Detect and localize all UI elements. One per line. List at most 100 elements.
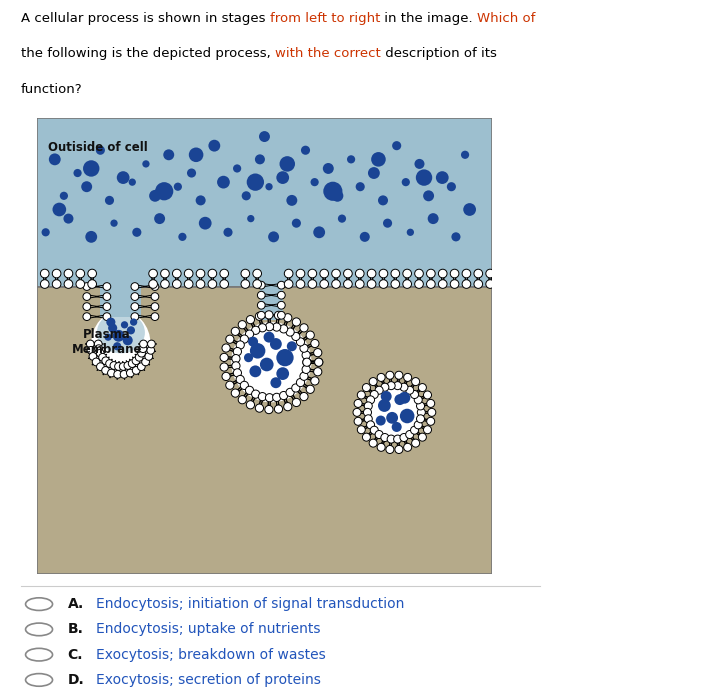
Circle shape [88,269,97,278]
Circle shape [306,385,315,393]
Ellipse shape [26,649,53,661]
Circle shape [369,378,377,386]
Circle shape [292,219,301,228]
Circle shape [178,232,187,241]
Circle shape [395,371,403,379]
Circle shape [377,443,385,451]
Ellipse shape [91,310,151,377]
Circle shape [248,337,258,347]
Circle shape [253,280,261,288]
Circle shape [387,381,395,390]
Circle shape [273,323,280,331]
Circle shape [240,381,248,390]
Circle shape [220,280,229,288]
Circle shape [138,349,146,357]
Circle shape [356,182,365,191]
Circle shape [96,145,105,155]
Circle shape [278,301,285,309]
Circle shape [417,415,425,422]
Circle shape [366,396,375,404]
Circle shape [354,418,362,425]
FancyBboxPatch shape [36,118,493,287]
Circle shape [410,390,419,399]
Circle shape [231,322,312,402]
Circle shape [129,360,136,367]
Circle shape [140,340,148,348]
Circle shape [452,232,461,242]
Circle shape [398,392,410,404]
Circle shape [258,292,265,299]
Circle shape [208,280,217,288]
Circle shape [232,362,240,370]
Text: Exocytosis; breakdown of wastes: Exocytosis; breakdown of wastes [96,648,326,662]
Circle shape [151,303,159,310]
Circle shape [276,171,289,184]
Circle shape [92,358,100,366]
Circle shape [95,345,103,353]
Circle shape [296,338,305,346]
Circle shape [400,383,408,391]
Circle shape [344,280,352,288]
Circle shape [139,345,147,353]
Circle shape [369,439,377,447]
Circle shape [149,269,158,278]
Text: D.: D. [67,673,84,687]
Circle shape [155,182,173,200]
Circle shape [220,363,228,371]
Text: A cellular process is shown in stages: A cellular process is shown in stages [21,12,270,25]
Circle shape [392,422,402,432]
Circle shape [259,131,270,142]
Ellipse shape [26,598,53,610]
Circle shape [246,330,253,338]
Circle shape [486,280,494,288]
Circle shape [300,324,308,332]
Circle shape [185,280,193,288]
Circle shape [217,176,230,189]
Circle shape [387,435,395,443]
Ellipse shape [97,312,145,354]
Circle shape [474,269,483,278]
Text: Outiside of cell: Outiside of cell [48,141,148,154]
Circle shape [302,358,311,366]
Text: the following is the depicted process,: the following is the depicted process, [21,47,275,61]
Circle shape [246,315,255,324]
Circle shape [414,421,422,429]
Circle shape [423,391,432,399]
Circle shape [486,269,494,278]
Circle shape [246,173,264,191]
Circle shape [280,391,288,400]
Circle shape [447,182,456,191]
Circle shape [280,325,288,333]
Circle shape [220,354,228,361]
Circle shape [121,321,129,329]
Ellipse shape [26,623,53,635]
Circle shape [99,354,106,361]
Circle shape [222,372,230,381]
Circle shape [113,330,124,342]
Circle shape [302,365,310,374]
Circle shape [116,171,129,184]
Circle shape [226,381,234,389]
Circle shape [244,353,253,362]
Circle shape [138,363,145,370]
Circle shape [103,293,111,301]
Circle shape [124,362,132,370]
Circle shape [284,269,293,278]
Circle shape [332,280,340,288]
Circle shape [362,433,371,441]
Circle shape [268,231,279,242]
Circle shape [119,363,127,370]
Circle shape [394,394,405,405]
Circle shape [344,269,352,278]
Circle shape [149,190,161,202]
Circle shape [278,292,285,299]
Circle shape [276,367,289,380]
Circle shape [300,393,308,401]
Circle shape [151,293,159,301]
Circle shape [126,369,134,377]
Circle shape [427,400,435,407]
Circle shape [354,400,362,407]
Circle shape [265,406,273,413]
Circle shape [251,390,260,398]
Circle shape [97,349,104,357]
